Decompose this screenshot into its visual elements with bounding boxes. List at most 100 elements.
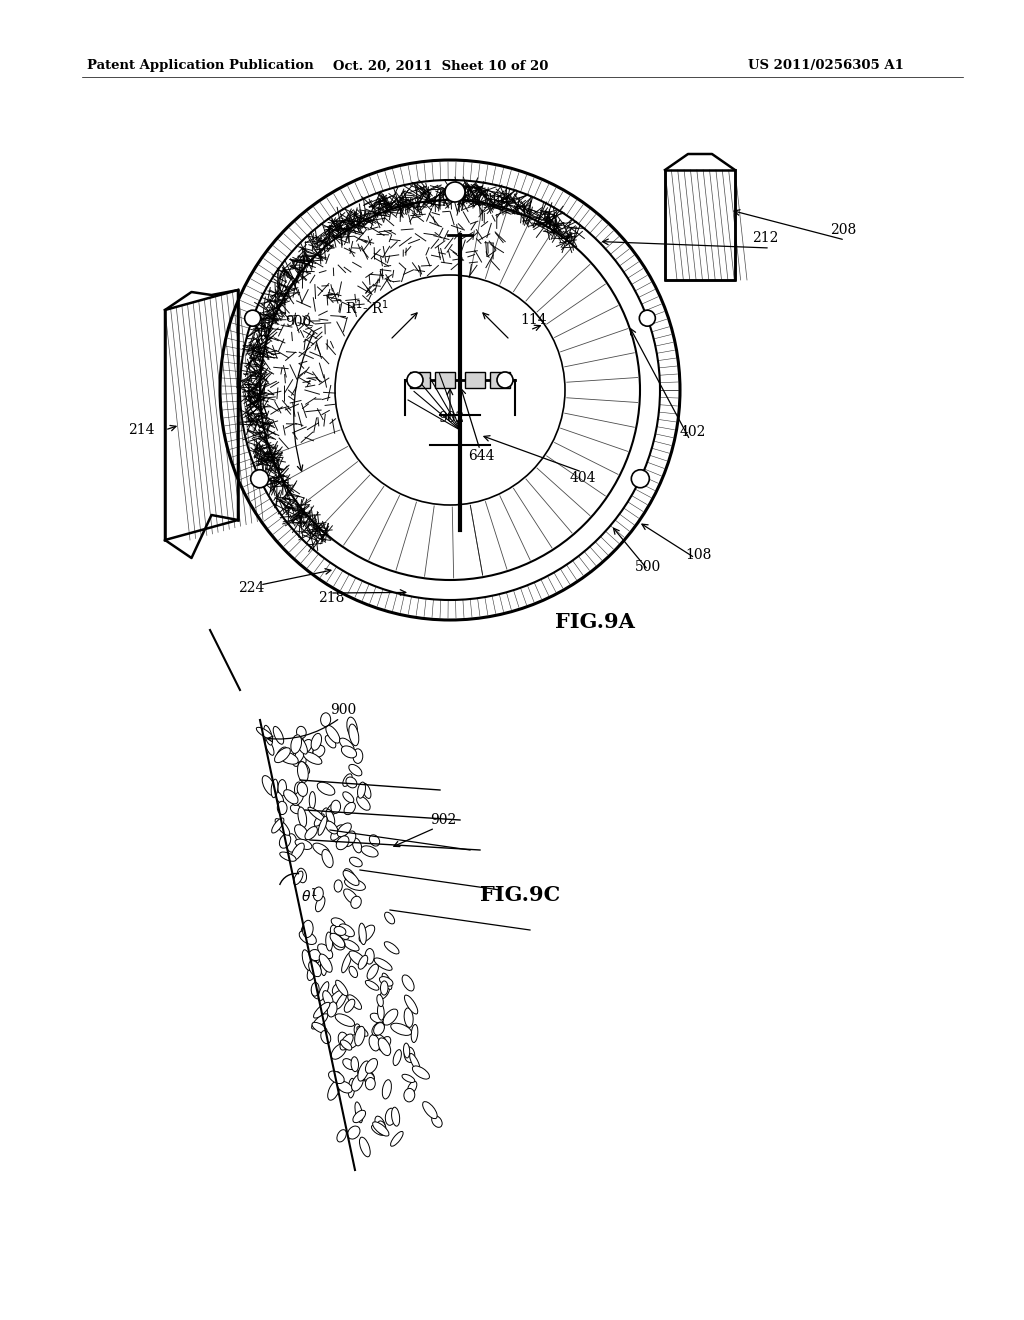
Ellipse shape — [343, 792, 354, 803]
Ellipse shape — [336, 981, 348, 995]
Ellipse shape — [344, 888, 358, 904]
Ellipse shape — [361, 846, 378, 857]
Ellipse shape — [344, 878, 366, 891]
Ellipse shape — [339, 927, 349, 940]
Ellipse shape — [296, 737, 307, 754]
Ellipse shape — [372, 1034, 386, 1044]
Ellipse shape — [404, 1008, 413, 1027]
Ellipse shape — [312, 744, 322, 759]
Text: 208: 208 — [830, 223, 856, 238]
Text: 212: 212 — [752, 231, 778, 246]
Ellipse shape — [311, 1014, 328, 1030]
Ellipse shape — [315, 896, 325, 912]
Ellipse shape — [343, 1059, 354, 1069]
Ellipse shape — [294, 871, 303, 884]
Ellipse shape — [432, 1115, 442, 1127]
Ellipse shape — [344, 999, 355, 1012]
Ellipse shape — [319, 954, 332, 973]
Ellipse shape — [298, 807, 306, 828]
Ellipse shape — [311, 987, 321, 999]
Ellipse shape — [328, 1002, 337, 1016]
Ellipse shape — [340, 738, 354, 751]
Text: US 2011/0256305 A1: US 2011/0256305 A1 — [748, 59, 903, 73]
Text: 224: 224 — [238, 581, 264, 595]
Ellipse shape — [301, 924, 311, 937]
Ellipse shape — [362, 783, 371, 799]
Ellipse shape — [377, 1121, 386, 1135]
Circle shape — [251, 470, 268, 488]
Ellipse shape — [366, 1059, 378, 1073]
Ellipse shape — [262, 776, 275, 796]
Ellipse shape — [308, 808, 326, 821]
Ellipse shape — [385, 912, 394, 924]
Ellipse shape — [331, 925, 339, 939]
Ellipse shape — [372, 1022, 384, 1036]
Circle shape — [497, 372, 513, 388]
Ellipse shape — [318, 816, 327, 836]
Ellipse shape — [278, 780, 287, 796]
Ellipse shape — [303, 752, 322, 764]
Ellipse shape — [343, 832, 355, 846]
Ellipse shape — [357, 781, 366, 799]
Ellipse shape — [273, 726, 284, 744]
Ellipse shape — [344, 803, 355, 814]
Ellipse shape — [313, 746, 325, 758]
Ellipse shape — [357, 1061, 370, 1081]
Ellipse shape — [404, 995, 418, 1014]
Ellipse shape — [331, 1043, 346, 1059]
Ellipse shape — [298, 762, 308, 783]
Text: R$^1$- R$^1$: R$^1$- R$^1$ — [345, 298, 389, 317]
Ellipse shape — [365, 949, 374, 964]
Ellipse shape — [410, 1053, 420, 1071]
Ellipse shape — [404, 1047, 415, 1063]
Ellipse shape — [342, 953, 351, 973]
Circle shape — [445, 182, 465, 202]
Ellipse shape — [295, 840, 312, 850]
Ellipse shape — [298, 762, 309, 774]
Ellipse shape — [373, 1122, 389, 1137]
Ellipse shape — [382, 973, 392, 990]
Ellipse shape — [353, 748, 362, 763]
Ellipse shape — [322, 849, 333, 867]
Ellipse shape — [366, 1077, 375, 1090]
Ellipse shape — [340, 1040, 352, 1051]
Ellipse shape — [351, 1057, 358, 1072]
Ellipse shape — [391, 1023, 412, 1035]
Ellipse shape — [341, 746, 356, 758]
Ellipse shape — [333, 939, 345, 950]
Ellipse shape — [326, 726, 340, 743]
Ellipse shape — [402, 975, 414, 991]
Ellipse shape — [413, 1067, 429, 1080]
Ellipse shape — [337, 1130, 346, 1142]
Ellipse shape — [338, 1032, 349, 1048]
Ellipse shape — [293, 791, 303, 805]
Ellipse shape — [338, 1081, 352, 1093]
Polygon shape — [665, 170, 735, 280]
Ellipse shape — [309, 949, 322, 961]
Ellipse shape — [334, 1072, 341, 1084]
Ellipse shape — [390, 1131, 403, 1146]
Ellipse shape — [369, 1035, 380, 1051]
Ellipse shape — [374, 958, 392, 970]
Ellipse shape — [374, 1023, 384, 1035]
Ellipse shape — [292, 750, 303, 767]
Ellipse shape — [353, 1110, 366, 1122]
Ellipse shape — [328, 990, 343, 1006]
Ellipse shape — [291, 735, 301, 754]
Ellipse shape — [349, 725, 358, 746]
Ellipse shape — [299, 931, 316, 945]
Ellipse shape — [293, 792, 299, 808]
Ellipse shape — [326, 809, 335, 825]
Ellipse shape — [361, 1071, 374, 1082]
Bar — [410, 372, 430, 388]
Bar — [435, 372, 455, 388]
Ellipse shape — [355, 1102, 362, 1123]
Ellipse shape — [331, 917, 345, 928]
Ellipse shape — [326, 821, 338, 834]
Text: FIG.9C: FIG.9C — [480, 884, 560, 906]
Ellipse shape — [351, 896, 361, 908]
Circle shape — [245, 310, 261, 326]
Text: 902: 902 — [438, 411, 464, 425]
Ellipse shape — [349, 764, 361, 776]
Ellipse shape — [295, 737, 303, 748]
